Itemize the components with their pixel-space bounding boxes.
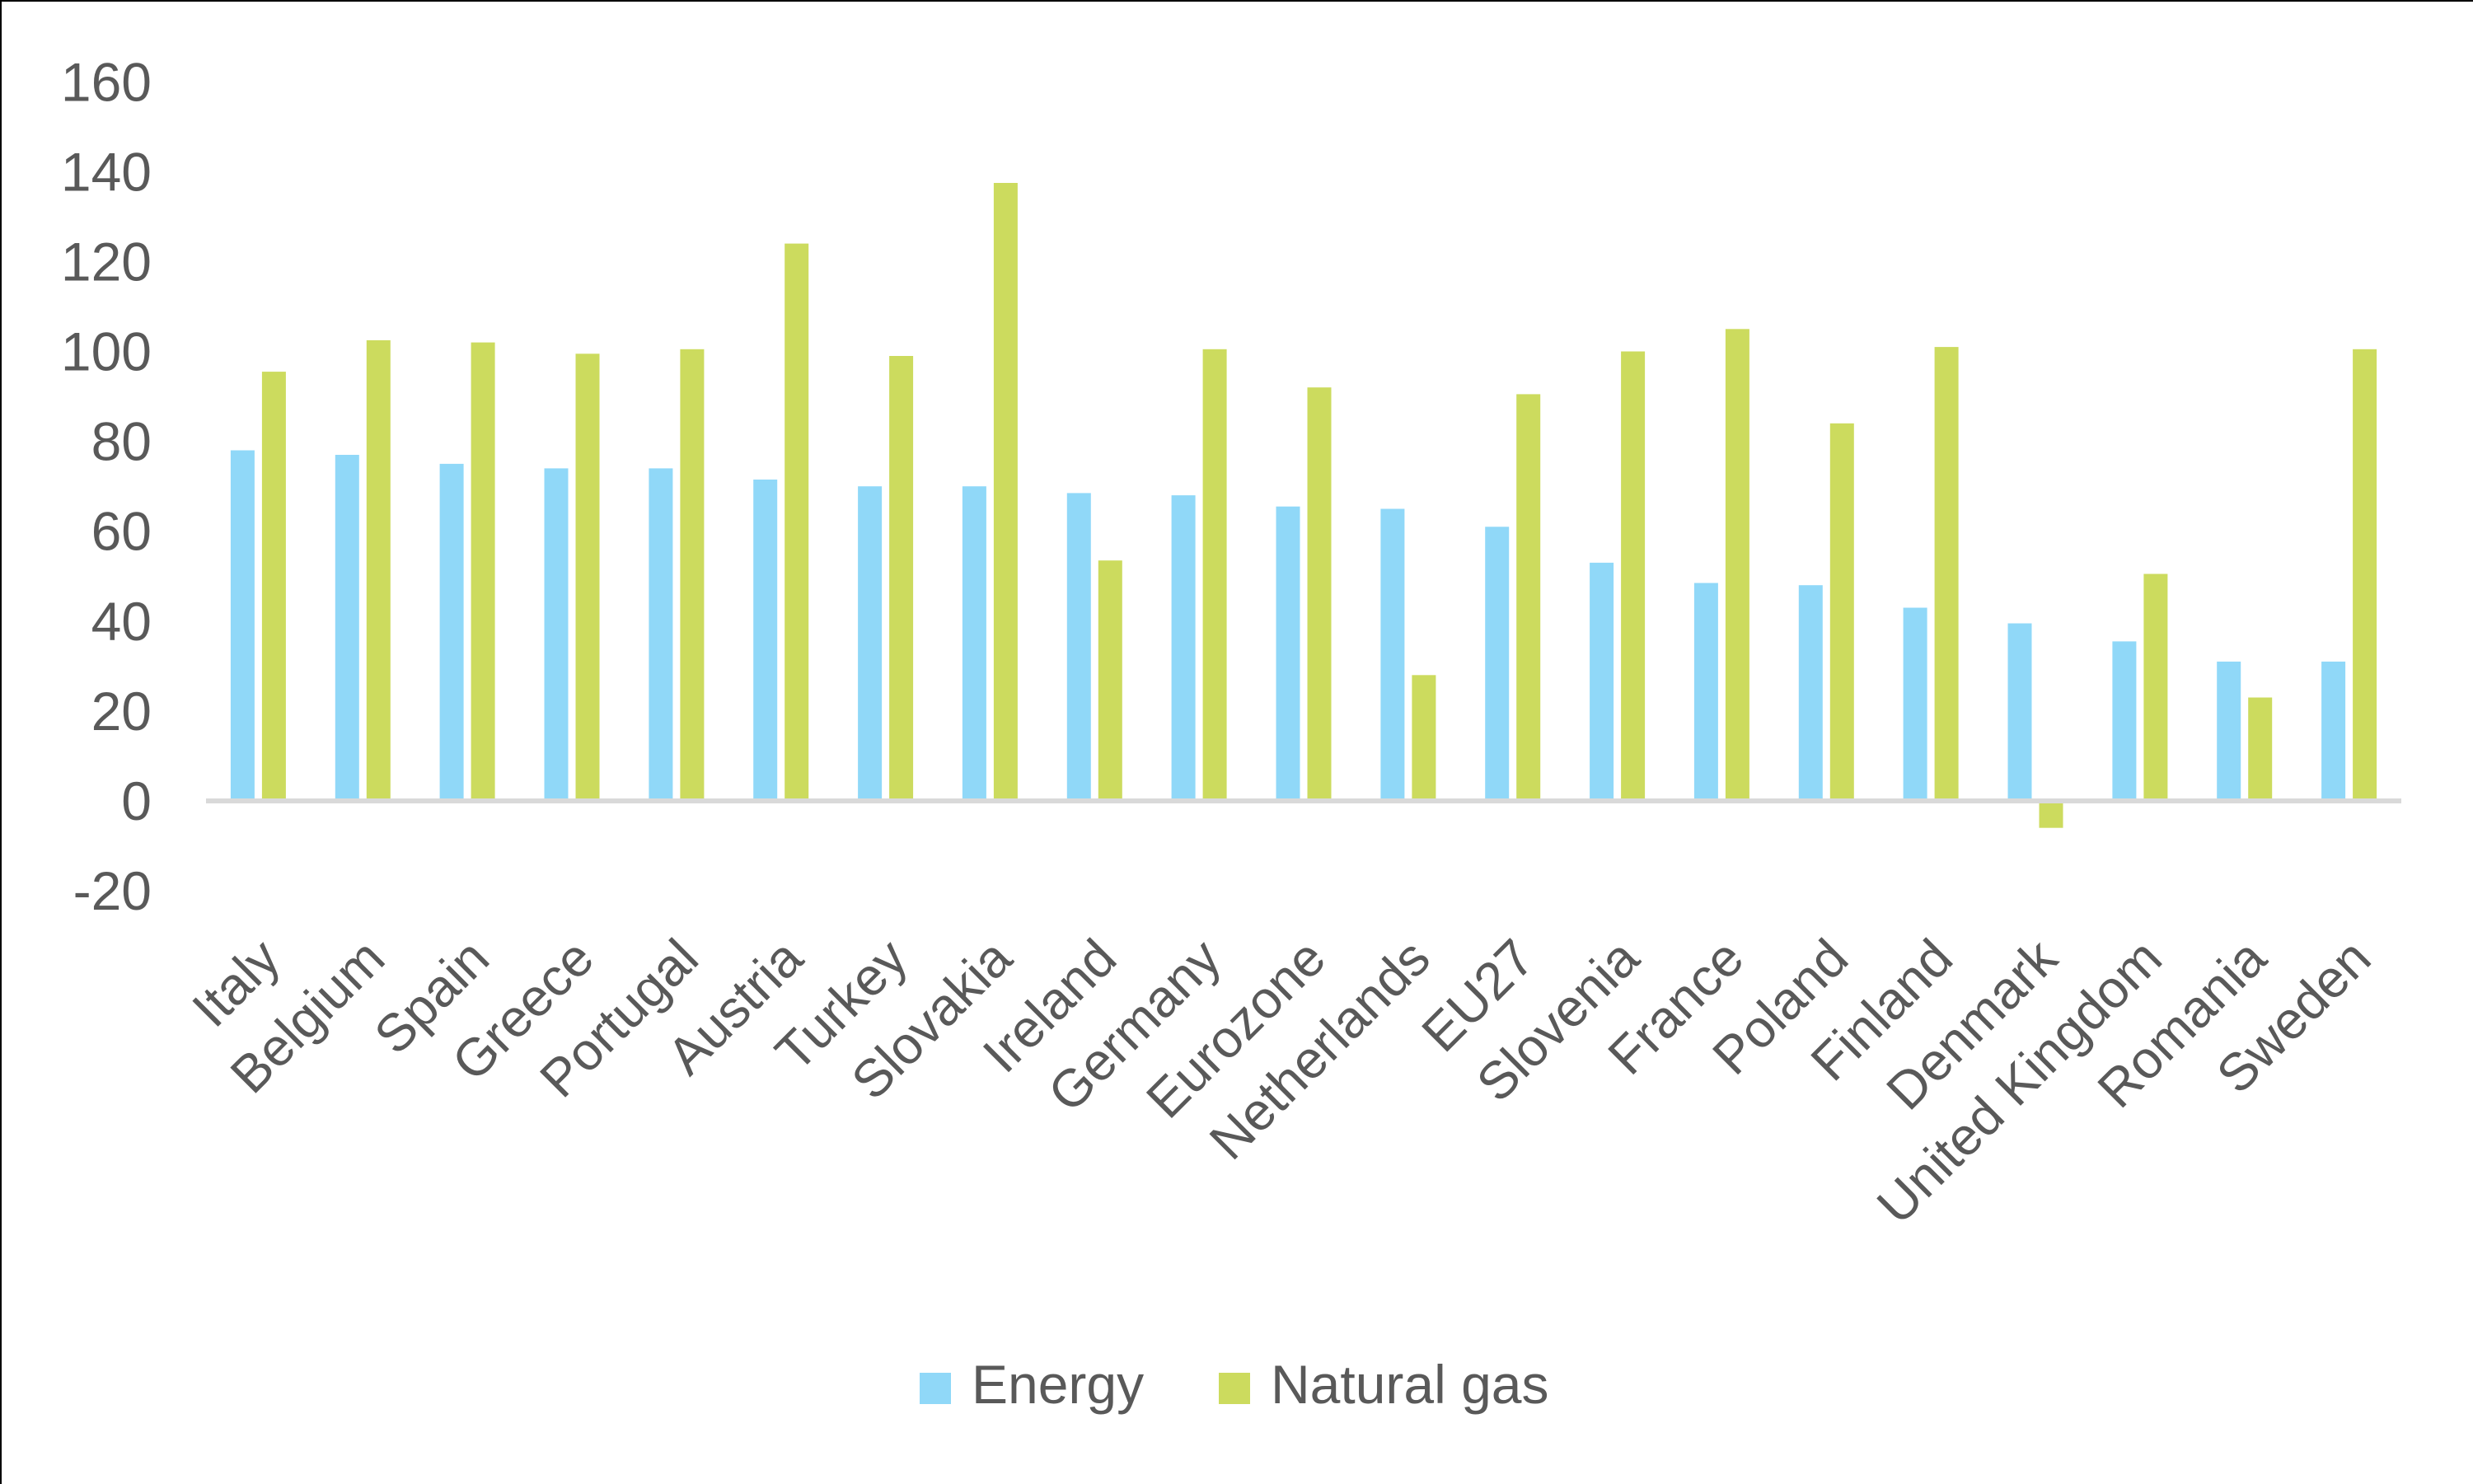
legend-swatch-energy — [920, 1373, 951, 1404]
bar-natural-gas — [1725, 329, 1749, 801]
y-tick-label: 120 — [61, 231, 152, 292]
bar-natural-gas — [1098, 560, 1122, 801]
bar-natural-gas — [785, 243, 809, 802]
bar-energy — [1066, 493, 1091, 801]
bar-natural-gas — [993, 183, 1018, 801]
bar-natural-gas — [1934, 347, 1959, 802]
bar-natural-gas — [1621, 351, 1646, 801]
x-axis-line — [206, 798, 2401, 803]
y-tick-label: 160 — [61, 51, 152, 112]
y-tick-label: 140 — [61, 141, 152, 202]
y-tick-label: 0 — [121, 770, 152, 831]
bars-natural-gas — [261, 183, 2377, 828]
y-axis-tick-labels: 160 140 120 100 80 60 40 20 0 -20 — [61, 51, 152, 921]
legend: Energy Natural gas — [920, 1354, 1549, 1415]
bar-natural-gas — [1307, 387, 1332, 801]
y-tick-label: 60 — [91, 501, 152, 562]
bar-natural-gas — [261, 372, 286, 802]
bar-energy — [1693, 583, 1718, 801]
bar-energy — [1171, 495, 1196, 801]
y-tick-label: -20 — [73, 860, 152, 921]
y-tick-label: 100 — [61, 321, 152, 382]
bar-natural-gas — [1412, 675, 1436, 801]
bar-natural-gas — [889, 356, 914, 801]
bar-natural-gas — [471, 342, 495, 802]
legend-label: Energy — [972, 1354, 1144, 1415]
legend-label: Natural gas — [1271, 1354, 1549, 1415]
y-tick-label: 80 — [91, 411, 152, 472]
bar-energy — [1380, 508, 1405, 801]
bar-energy — [2007, 623, 2032, 801]
bar-natural-gas — [680, 349, 705, 801]
bar-natural-gas — [575, 353, 600, 801]
legend-swatch-natural-gas — [1219, 1373, 1250, 1404]
bar-natural-gas — [1516, 394, 1541, 801]
bar-energy — [335, 455, 359, 801]
bar-energy — [753, 480, 778, 801]
bar-natural-gas — [366, 339, 391, 801]
bar-energy — [1485, 527, 1510, 801]
bar-energy — [962, 486, 986, 801]
bar-energy — [230, 450, 255, 801]
bar-natural-gas — [2248, 697, 2273, 801]
bar-energy — [649, 468, 673, 801]
y-tick-label: 40 — [91, 591, 152, 652]
bar-natural-gas — [2353, 349, 2377, 801]
bar-energy — [2321, 661, 2346, 801]
x-axis-category-labels: ItalyBelgiumSpainGreecePortugalAustriaTu… — [180, 927, 2382, 1235]
bar-energy — [439, 463, 464, 801]
bar-natural-gas — [2143, 573, 2168, 801]
bar-energy — [1276, 506, 1300, 801]
bar-energy — [2112, 641, 2137, 801]
bar-energy — [858, 486, 883, 801]
bar-energy — [2217, 661, 2241, 801]
bar-energy — [544, 468, 569, 801]
y-tick-label: 20 — [91, 681, 152, 742]
bar-energy — [1903, 607, 1927, 801]
bar-energy — [1798, 585, 1823, 801]
bar-natural-gas — [1202, 349, 1227, 801]
bar-natural-gas — [1829, 423, 1854, 801]
bar-energy — [1590, 562, 1614, 801]
bars-energy — [230, 450, 2346, 801]
bar-natural-gas — [2039, 801, 2063, 828]
